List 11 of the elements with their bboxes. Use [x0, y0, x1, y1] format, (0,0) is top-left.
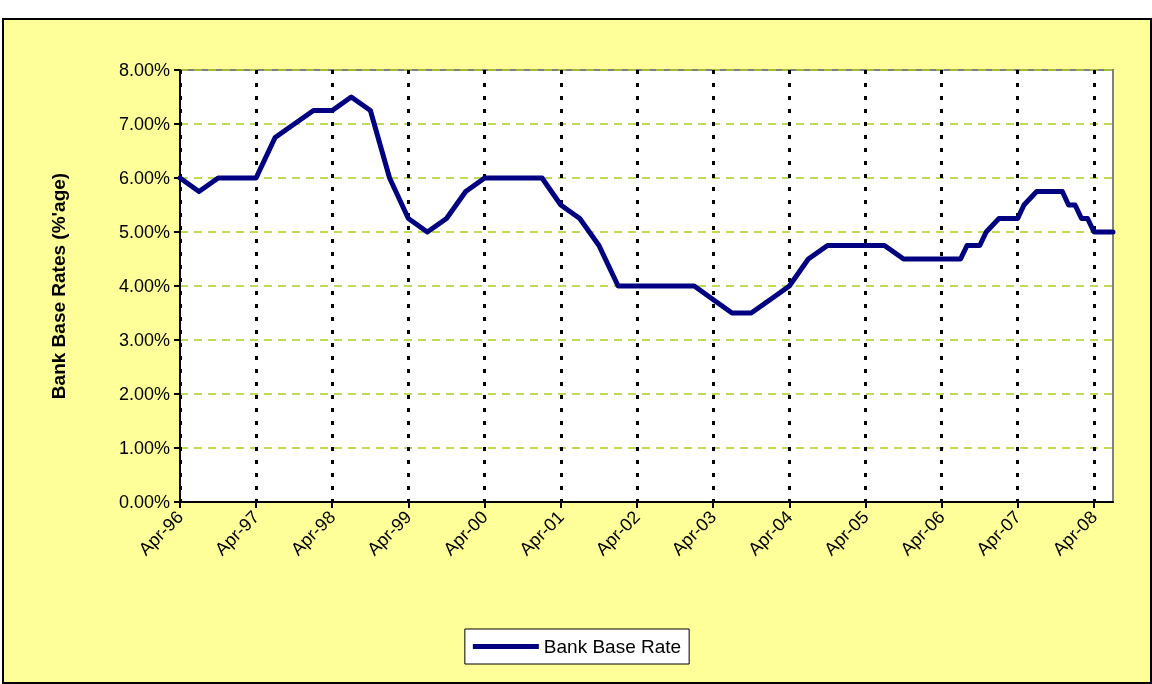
y-tick-label: 4.00%: [118, 276, 170, 296]
y-tick-label: 2.00%: [118, 384, 170, 404]
y-tick-label: 1.00%: [118, 438, 170, 458]
y-tick-label: 8.00%: [118, 60, 170, 80]
y-tick-label: 6.00%: [118, 168, 170, 188]
y-tick-label: 5.00%: [118, 222, 170, 242]
legend-label: Bank Base Rate: [543, 636, 682, 657]
y-axis-title: Bank Base Rates (%'age): [48, 172, 69, 400]
y-tick-label: 7.00%: [118, 114, 170, 134]
y-tick-label: 0.00%: [118, 492, 170, 512]
y-tick-label: 3.00%: [118, 330, 170, 350]
